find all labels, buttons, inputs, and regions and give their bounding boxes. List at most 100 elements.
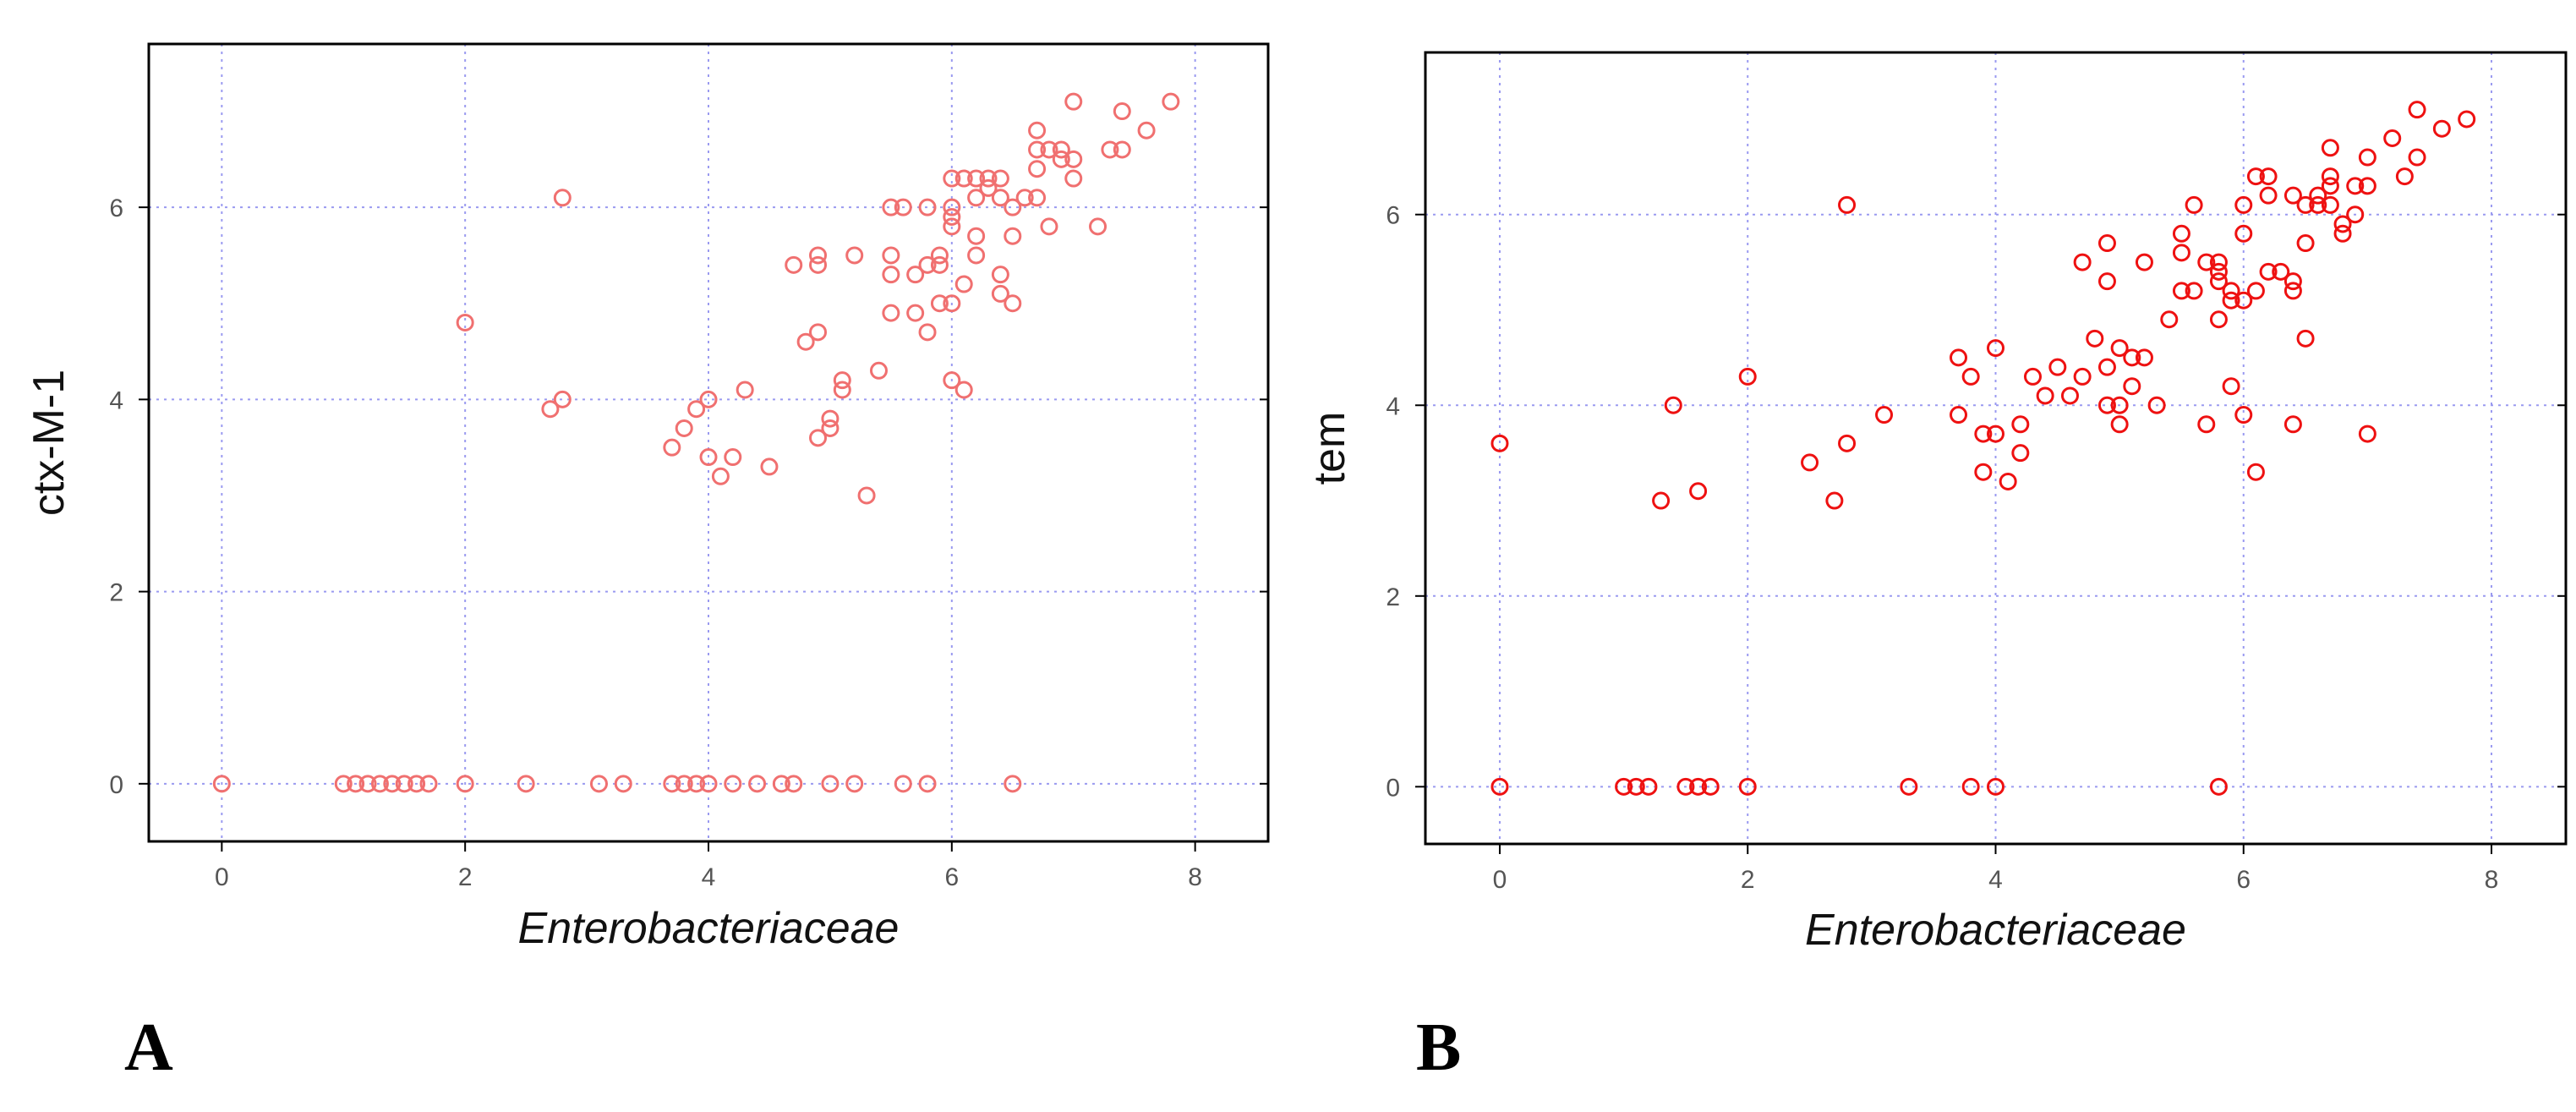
panel-b-data-point	[2209, 262, 2228, 281]
panel-b-data-point	[2197, 253, 2216, 271]
panel-a-data-point	[991, 189, 1009, 207]
panel-a-data-point	[979, 169, 998, 188]
panel-a-data-point	[979, 178, 998, 197]
panel-a-data-point	[1052, 140, 1070, 159]
panel-a-data-point	[882, 266, 900, 284]
panel-a-data-point	[943, 169, 961, 188]
panel-b-data-point	[2283, 186, 2302, 205]
panel-a-data-point	[663, 775, 681, 793]
panel-b-data-point	[1974, 463, 1993, 481]
panel-a-data-point	[906, 304, 925, 322]
panel-b-data-point	[2123, 348, 2141, 367]
panel-b-data-point	[2110, 415, 2129, 434]
panel-b-data-point	[2073, 367, 2092, 386]
panel-b-data-point	[2086, 329, 2104, 348]
panel-a-data-point	[833, 371, 851, 390]
panel-a-data-point	[943, 198, 961, 216]
panel-b-x-tick-label: 4	[1988, 866, 2003, 894]
panel-b-y-tick-label: 4	[1386, 392, 1400, 420]
panel-a-data-point	[833, 381, 851, 399]
panel-b-data-point	[1838, 434, 1857, 452]
panel-b-data-point	[2321, 167, 2339, 186]
panel-b-data-point	[2283, 272, 2302, 291]
panel-a-data-point	[1040, 140, 1058, 159]
panel-b-data-point	[2321, 177, 2339, 195]
panel-a-data-point	[1064, 92, 1083, 111]
panel-b-data-point	[1738, 367, 1757, 386]
panel-a-data-point	[456, 313, 474, 331]
panel-b-data-point	[2172, 282, 2190, 300]
panel-a-x-axis-title: Enterobacteriaceae	[518, 904, 900, 953]
panel-b-data-point	[2011, 444, 2030, 463]
panel-a-data-point	[943, 208, 961, 227]
panel-a-data-point	[1004, 775, 1022, 793]
panel-a-scatter-chart: 0 2 4 6 8 0 2 4 6 Enterobacteriaceae ctx-M-1	[25, 42, 1270, 953]
panel-b-data-point	[1689, 777, 1708, 796]
panel-a-data-point	[857, 486, 876, 505]
panel-a-data-point	[1162, 92, 1180, 111]
panel-b-x-axis-title: Enterobacteriaceae	[1805, 906, 2186, 955]
panel-a-data-point	[809, 255, 828, 274]
panel-a-data-point	[687, 400, 706, 419]
panel-a-data-point	[370, 775, 389, 793]
panel-b-data-point	[2408, 101, 2426, 119]
panel-a-data-point	[687, 775, 706, 793]
panel-b-data-point	[2073, 253, 2092, 271]
panel-a-x-tick-label: 8	[1188, 863, 1202, 891]
panel-b-letter: B	[1416, 1011, 1461, 1085]
panel-a-data-point	[1004, 294, 1022, 313]
panel-a-data-point	[809, 429, 828, 447]
panel-a-data-point	[395, 775, 413, 793]
panel-b-data-point	[2048, 358, 2067, 376]
panel-a-data-point	[991, 169, 1009, 188]
panel-a-x-tick-label: 2	[458, 863, 473, 891]
panel-a-data-point	[553, 189, 572, 207]
panel-a-data-point	[663, 438, 681, 457]
panel-a-data-point	[918, 323, 937, 342]
panel-b-x-tick-label: 6	[2236, 866, 2251, 894]
panel-a-y-tick-label: 4	[109, 386, 123, 414]
panel-a-data-point	[821, 775, 840, 793]
panel-a-data-point	[724, 448, 742, 467]
panel-b-data-point	[2358, 177, 2376, 195]
panel-b-data-point	[2358, 425, 2376, 443]
panel-b-data-point	[2197, 415, 2216, 434]
panel-b-data-point	[2135, 348, 2153, 367]
panel-b-data-point	[2346, 205, 2365, 224]
panel-a-data-point	[699, 390, 718, 408]
panel-b-data-point	[2296, 195, 2315, 214]
panel-b-data-point	[1689, 482, 1708, 501]
panel-a-y-tick-label: 6	[109, 194, 123, 222]
panel-b-data-point	[2060, 386, 2079, 405]
panel-a-data-point	[675, 775, 693, 793]
panel-a-data-point	[736, 381, 754, 399]
panel-b-data-point	[2321, 139, 2339, 157]
panel-b-data-point	[2123, 377, 2141, 396]
panel-a-data-point	[1040, 217, 1058, 236]
panel-b-data-point	[2432, 119, 2451, 138]
panel-b-data-point	[1950, 406, 1968, 425]
panel-a-data-point	[1113, 102, 1131, 121]
panel-b-data-point	[2209, 253, 2228, 271]
panel-a-data-point	[1052, 150, 1070, 168]
panel-a-data-point	[918, 198, 937, 216]
panel-b-data-point	[1961, 777, 1980, 796]
panel-b-data-point	[1490, 777, 1509, 796]
panel-b-data-point	[2358, 148, 2376, 167]
panel-b-data-point	[1490, 434, 1509, 452]
panel-b-data-point	[2097, 358, 2116, 376]
panel-a-data-point	[699, 448, 718, 467]
panel-b-scatter-chart: 0 2 4 6 8 0 2 4 6 Enterobacteriaceae tem	[1305, 51, 2568, 955]
panel-a-data-point	[212, 775, 231, 793]
panel-b-data-point	[2458, 110, 2476, 129]
panel-b-data-point	[2309, 186, 2327, 205]
panel-a-data-point	[1113, 140, 1131, 159]
panel-b-data-point	[1987, 777, 2004, 796]
panel-a-data-point	[699, 775, 718, 793]
panel-b-data-point	[2185, 282, 2203, 300]
panel-a-data-point	[967, 189, 986, 207]
panel-a-data-point	[943, 217, 961, 236]
panel-a-data-point	[1004, 198, 1022, 216]
panel-b-data-point	[1961, 367, 1980, 386]
panel-a-data-point	[954, 275, 973, 293]
